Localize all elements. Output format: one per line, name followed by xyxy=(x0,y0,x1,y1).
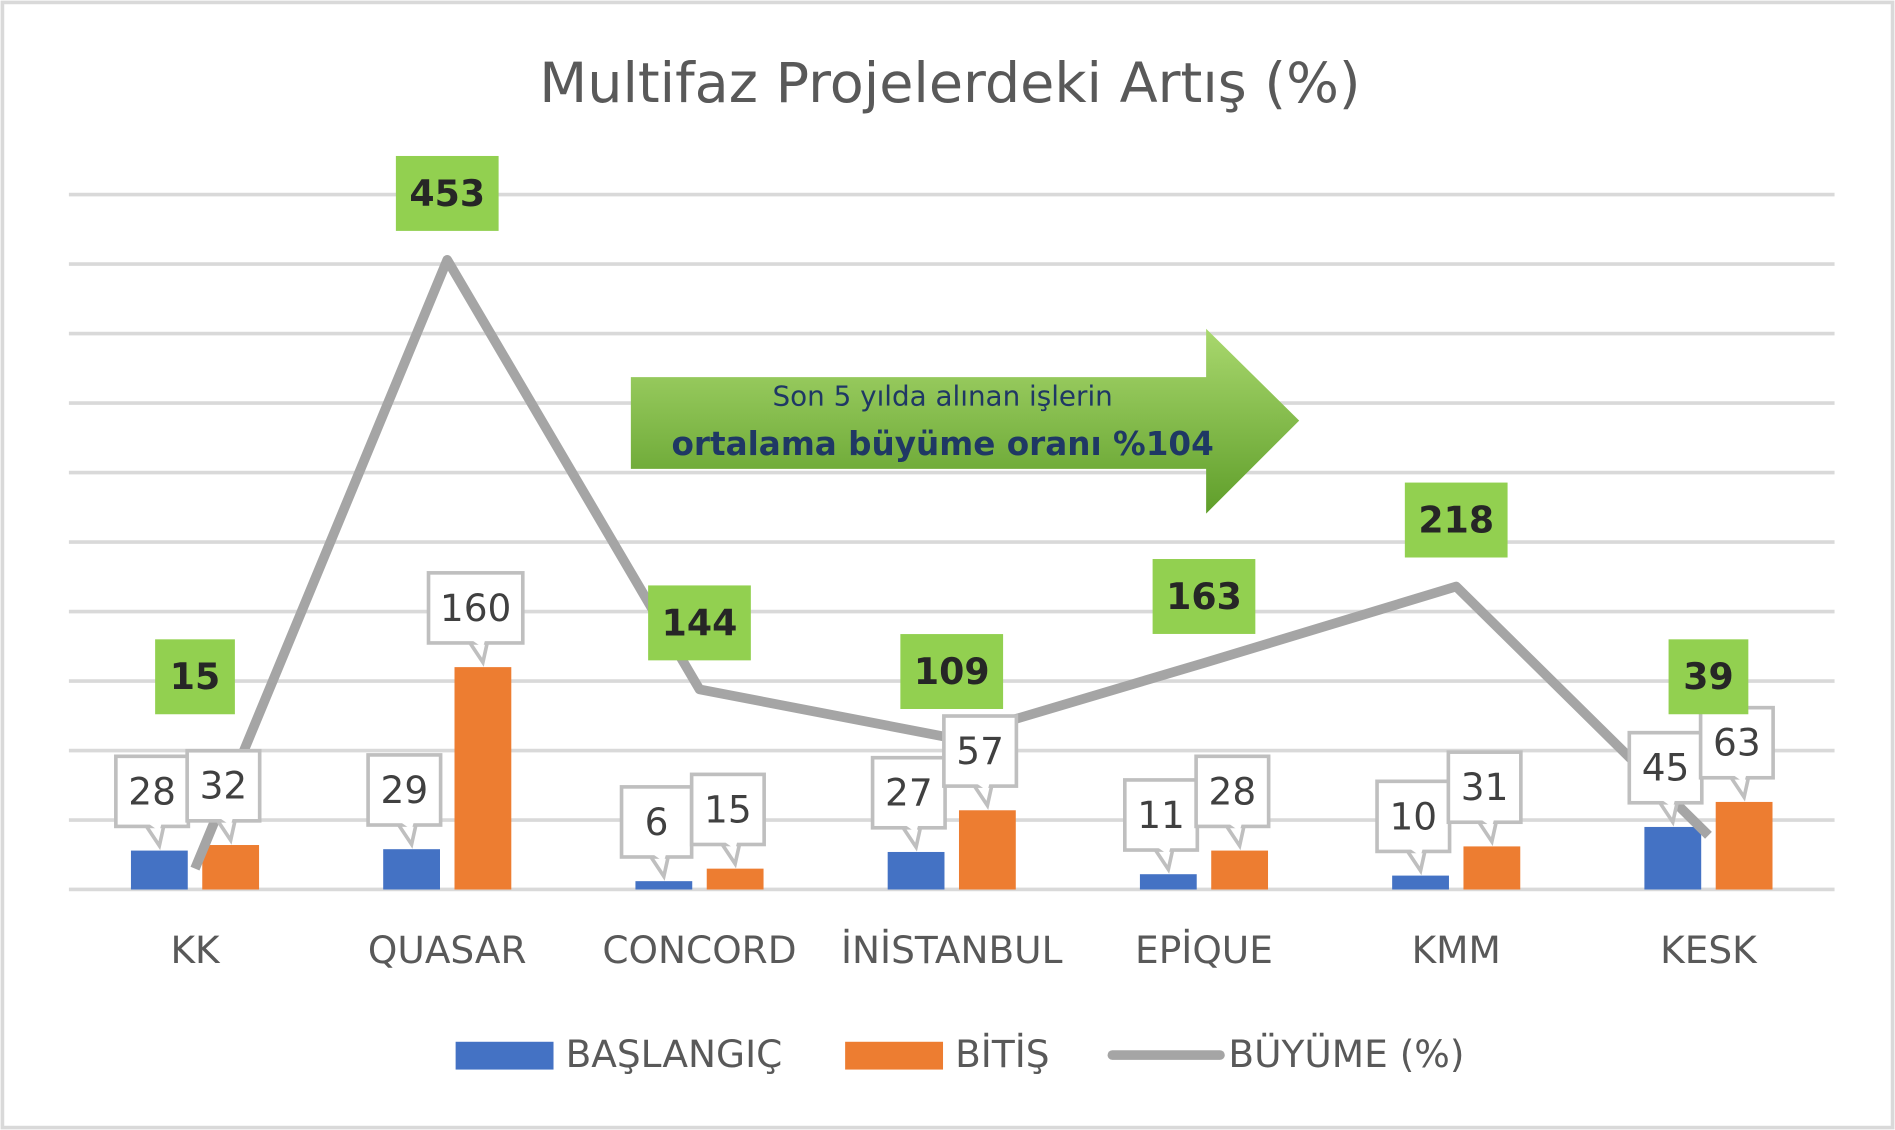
data-label: 29 xyxy=(381,768,429,812)
data-label-box xyxy=(1375,779,1452,854)
data-label-pointer-cover xyxy=(1732,774,1747,783)
data-label-pointer-cover xyxy=(1227,822,1243,832)
bar xyxy=(1211,850,1269,890)
data-label-box xyxy=(114,754,191,829)
data-label-box xyxy=(689,772,766,847)
line-label-box xyxy=(155,639,235,715)
bar xyxy=(1715,801,1773,890)
data-label-pointer-cover xyxy=(1156,846,1171,855)
annotation-arrow xyxy=(630,328,1300,514)
data-label-pointer-cover xyxy=(218,817,234,826)
data-label: 28 xyxy=(128,769,176,813)
data-label: 6 xyxy=(645,800,669,844)
grid xyxy=(68,192,1835,892)
data-label-pointer-cover xyxy=(1408,847,1423,857)
bar xyxy=(635,881,693,890)
data-label-box xyxy=(942,714,1019,788)
line-label-box xyxy=(648,585,751,661)
data-label-box xyxy=(366,753,443,827)
annotation-line: ortalama büyüme oranı %104 xyxy=(672,425,1214,463)
line-label-box xyxy=(1152,559,1256,634)
data-label-pointer-cover xyxy=(1660,799,1676,808)
bar xyxy=(887,851,945,890)
bar xyxy=(1463,846,1521,890)
x-tick-label: KESK xyxy=(1660,928,1758,972)
line-label-box xyxy=(1668,639,1749,715)
line-label: 109 xyxy=(914,650,990,693)
labels: KK QUASAR CONCORD İNİSTANBUL EPİQUE KMM KESK 28… xyxy=(114,155,1775,972)
bar xyxy=(1139,874,1197,890)
data-label-box xyxy=(1122,778,1200,852)
line-label-box xyxy=(900,634,1004,709)
line-label: 15 xyxy=(170,655,220,698)
data-label: 31 xyxy=(1461,765,1509,809)
data-label-pointer-cover xyxy=(147,822,162,832)
x-tick-label: KK xyxy=(170,928,221,972)
data-label-box xyxy=(1446,750,1523,825)
data-label: 10 xyxy=(1389,794,1437,838)
legend-label: BAŞLANGIÇ xyxy=(566,1032,783,1076)
data-label: 15 xyxy=(704,787,752,831)
x-tick-label: KMM xyxy=(1412,928,1501,972)
data-label: 11 xyxy=(1137,793,1185,837)
line-label-box xyxy=(395,155,499,231)
data-label-pointer-cover xyxy=(903,824,919,833)
bar xyxy=(706,868,764,890)
annotation-line: Son 5 yılda alınan işlerin xyxy=(773,380,1113,413)
data-label-pointer-cover xyxy=(1479,818,1495,828)
data-label-pointer-cover xyxy=(651,853,667,862)
line-label: 218 xyxy=(1418,498,1494,541)
line-label: 144 xyxy=(662,601,738,644)
data-label-box xyxy=(426,571,525,645)
line-label-box xyxy=(1404,482,1508,558)
data-label: 27 xyxy=(885,771,933,815)
bar xyxy=(1644,826,1702,890)
x-tick-label: EPİQUE xyxy=(1135,928,1273,972)
data-label: 32 xyxy=(200,764,248,808)
data-label-box xyxy=(1698,705,1775,780)
data-label: 63 xyxy=(1713,721,1761,765)
line-label: 39 xyxy=(1683,655,1733,698)
x-tick-label: CONCORD xyxy=(602,928,796,972)
bar xyxy=(1392,875,1449,890)
chart-title: Multifaz Projelerdeki Artış (%) xyxy=(539,51,1360,116)
marks xyxy=(130,255,1773,890)
data-label-box xyxy=(1627,730,1704,805)
data-label: 160 xyxy=(440,586,512,630)
legend-label: BÜYÜME (%) xyxy=(1228,1032,1464,1076)
bar xyxy=(383,849,440,890)
data-label-box xyxy=(1194,754,1271,829)
data-label-pointer-cover xyxy=(723,840,738,850)
legend-label: BİTİŞ xyxy=(955,1032,1049,1076)
legend-swatch xyxy=(845,1041,944,1070)
data-label-pointer-cover xyxy=(975,782,990,791)
legend-swatch xyxy=(455,1041,554,1070)
data-label-box xyxy=(870,755,947,830)
data-label: 45 xyxy=(1642,746,1690,790)
x-tick-label: İNİSTANBUL xyxy=(841,928,1063,972)
bar xyxy=(958,810,1016,890)
data-label-pointer-cover xyxy=(470,639,486,648)
legend: BAŞLANGIÇ BİTİŞ BÜYÜME (%) xyxy=(455,1032,1465,1076)
bar xyxy=(454,667,512,890)
x-tick-label: QUASAR xyxy=(368,928,527,972)
bar xyxy=(202,845,260,890)
line-label: 163 xyxy=(1166,575,1242,618)
data-label-box xyxy=(185,748,262,823)
line-label: 453 xyxy=(409,172,485,215)
data-label-pointer-cover xyxy=(399,821,415,830)
bar xyxy=(130,850,188,890)
data-label: 28 xyxy=(1209,769,1257,813)
data-label: 57 xyxy=(956,729,1004,773)
